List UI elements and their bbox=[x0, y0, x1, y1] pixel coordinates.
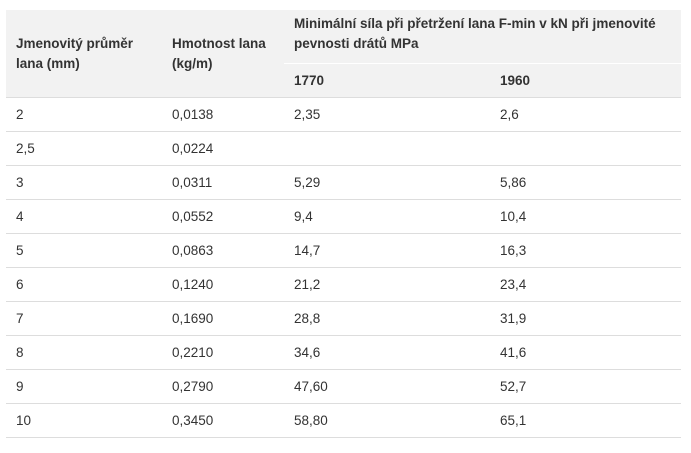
table-row: 7 0,1690 28,8 31,9 bbox=[6, 301, 682, 336]
cell-force-1770: 14,7 bbox=[284, 233, 490, 268]
header-mass: Hmotnost lana (kg/m) bbox=[162, 10, 284, 98]
rope-spec-table: Jmenovitý průměr lana (mm) Hmotnost lana… bbox=[6, 10, 682, 438]
cell-force-1960: 52,7 bbox=[490, 369, 682, 404]
cell-force-1770 bbox=[284, 131, 490, 166]
cell-force-1770: 5,29 bbox=[284, 165, 490, 200]
cell-mass: 0,2790 bbox=[162, 369, 284, 404]
cell-force-1960 bbox=[490, 131, 682, 166]
cell-mass: 0,2210 bbox=[162, 335, 284, 370]
cell-diameter: 10 bbox=[6, 403, 162, 438]
table-row: 2 0,0138 2,35 2,6 bbox=[6, 97, 682, 132]
header-diameter: Jmenovitý průměr lana (mm) bbox=[6, 10, 162, 98]
cell-mass: 0,1240 bbox=[162, 267, 284, 302]
table-row: 8 0,2210 34,6 41,6 bbox=[6, 335, 682, 370]
cell-diameter: 9 bbox=[6, 369, 162, 404]
table-row: 3 0,0311 5,29 5,86 bbox=[6, 165, 682, 200]
cell-force-1770: 21,2 bbox=[284, 267, 490, 302]
table-row: 6 0,1240 21,2 23,4 bbox=[6, 267, 682, 302]
cell-mass: 0,0138 bbox=[162, 97, 284, 132]
cell-diameter: 7 bbox=[6, 301, 162, 336]
cell-mass: 0,0863 bbox=[162, 233, 284, 268]
cell-force-1960: 16,3 bbox=[490, 233, 682, 268]
header-row-main: Jmenovitý průměr lana (mm) Hmotnost lana… bbox=[6, 10, 682, 98]
cell-force-1770: 34,6 bbox=[284, 335, 490, 370]
cell-force-1770: 28,8 bbox=[284, 301, 490, 336]
header-row-sub: 1770 1960 bbox=[6, 63, 682, 98]
table-row: 2,5 0,0224 bbox=[6, 131, 682, 166]
cell-mass: 0,0224 bbox=[162, 131, 284, 166]
table-row: 5 0,0863 14,7 16,3 bbox=[6, 233, 682, 268]
cell-diameter: 6 bbox=[6, 267, 162, 302]
cell-force-1770: 47,60 bbox=[284, 369, 490, 404]
header-strength-1960: 1960 bbox=[490, 63, 682, 98]
cell-force-1770: 2,35 bbox=[284, 97, 490, 132]
cell-diameter: 3 bbox=[6, 165, 162, 200]
cell-force-1960: 65,1 bbox=[490, 403, 682, 438]
cell-force-1770: 58,80 bbox=[284, 403, 490, 438]
cell-force-1960: 31,9 bbox=[490, 301, 682, 336]
table-header: Jmenovitý průměr lana (mm) Hmotnost lana… bbox=[6, 10, 682, 98]
table-row: 10 0,3450 58,80 65,1 bbox=[6, 403, 682, 438]
cell-diameter: 5 bbox=[6, 233, 162, 268]
header-breaking-force: Minimální síla při přetržení lana F-min … bbox=[284, 10, 682, 64]
table-row: 9 0,2790 47,60 52,7 bbox=[6, 369, 682, 404]
cell-mass: 0,0311 bbox=[162, 165, 284, 200]
cell-mass: 0,1690 bbox=[162, 301, 284, 336]
cell-force-1960: 10,4 bbox=[490, 199, 682, 234]
cell-force-1960: 2,6 bbox=[490, 97, 682, 132]
rope-spec-table-container: Jmenovitý průměr lana (mm) Hmotnost lana… bbox=[6, 10, 682, 438]
cell-mass: 0,0552 bbox=[162, 199, 284, 234]
header-strength-1770: 1770 bbox=[284, 63, 490, 98]
cell-force-1960: 41,6 bbox=[490, 335, 682, 370]
cell-diameter: 8 bbox=[6, 335, 162, 370]
cell-force-1770: 9,4 bbox=[284, 199, 490, 234]
cell-force-1960: 5,86 bbox=[490, 165, 682, 200]
cell-diameter: 4 bbox=[6, 199, 162, 234]
cell-diameter: 2,5 bbox=[6, 131, 162, 166]
cell-diameter: 2 bbox=[6, 97, 162, 132]
cell-force-1960: 23,4 bbox=[490, 267, 682, 302]
cell-mass: 0,3450 bbox=[162, 403, 284, 438]
table-body: 2 0,0138 2,35 2,6 2,5 0,0224 3 0,0311 5,… bbox=[6, 97, 682, 438]
table-row: 4 0,0552 9,4 10,4 bbox=[6, 199, 682, 234]
